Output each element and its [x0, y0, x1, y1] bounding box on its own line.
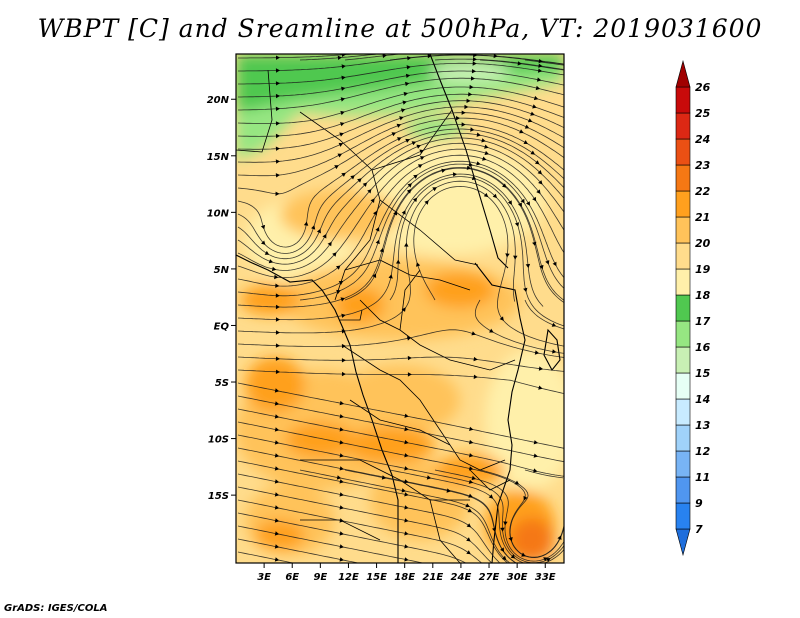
- lon-tick-label: 27E: [479, 572, 500, 583]
- colorbar-label: 26: [695, 81, 711, 94]
- colorbar-label: 24: [695, 133, 710, 146]
- colorbar-label: 7: [695, 523, 703, 536]
- colorbar-box: [675, 242, 691, 270]
- colorbar-label: 21: [695, 211, 710, 224]
- lon-tick-label: 6E: [285, 572, 299, 583]
- colorbar-label: 18: [695, 289, 711, 302]
- lon-tick-label: 15E: [366, 572, 387, 583]
- lon-tick-label: 21E: [422, 572, 443, 583]
- lat-tick-label: 5S: [215, 378, 229, 389]
- colorbar-label: 11: [695, 471, 710, 484]
- streamlines: [237, 54, 564, 563]
- colorbar-box: [675, 190, 691, 218]
- colorbar-label: 17: [695, 315, 711, 328]
- colorbar-box: [675, 164, 691, 192]
- colorbar-label: 19: [695, 263, 711, 276]
- colorbar-box: [675, 476, 691, 504]
- lon-tick-label: 30E: [507, 572, 528, 583]
- colorbar-label: 15: [695, 367, 711, 380]
- plot-frame: [235, 53, 565, 564]
- latitude-axis: 20N 15N 10N 5N EQ 5S 10S 15S: [207, 95, 236, 502]
- colorbar-box: [675, 294, 691, 322]
- map-title: WBPT [C] and Sreamline at 500hPa, VT: 20…: [37, 14, 763, 43]
- lat-tick-label: EQ: [214, 321, 230, 332]
- colorbar-box: [675, 424, 691, 452]
- colorbar-box: [675, 450, 691, 478]
- colorbar-box: [675, 372, 691, 400]
- colorbar-low-triangle: [675, 528, 691, 557]
- colorbar-box: [675, 502, 691, 530]
- colorbar: 7 9 11 12 13 14 15 16 17 18 19 20 21 22 23 24 25 26: [675, 59, 711, 557]
- lon-tick-label: 9E: [313, 572, 327, 583]
- colorbar-label: 22: [695, 185, 711, 198]
- colorbar-label: 9: [695, 497, 703, 510]
- lat-tick-label: 15N: [207, 152, 230, 163]
- grads-credit: GrADS: IGES/COLA: [4, 603, 108, 614]
- colorbar-label: 13: [695, 419, 711, 432]
- lat-tick-label: 10N: [207, 208, 230, 219]
- lat-tick-label: 10S: [208, 435, 229, 446]
- colorbar-label: 14: [695, 393, 710, 406]
- lat-tick-label: 5N: [214, 265, 230, 276]
- lon-tick-label: 18E: [394, 572, 415, 583]
- colorbar-box: [675, 86, 691, 114]
- colorbar-label: 20: [695, 237, 711, 250]
- lon-tick-label: 33E: [535, 572, 556, 583]
- colorbar-box: [675, 216, 691, 244]
- lon-tick-label: 3E: [257, 572, 271, 583]
- lat-tick-label: 15S: [208, 491, 229, 502]
- longitude-axis: 3E 6E 9E 12E 15E 18E 21E 24E 27E 30E 33E: [257, 563, 556, 583]
- lon-tick-label: 12E: [338, 572, 359, 583]
- colorbar-label: 16: [695, 341, 711, 354]
- colorbar-box: [675, 138, 691, 166]
- coastline: [236, 54, 561, 563]
- colorbar-label: 23: [695, 159, 711, 172]
- country-borders: [236, 69, 516, 563]
- colorbar-label: 12: [695, 445, 711, 458]
- lon-tick-label: 24E: [451, 572, 472, 583]
- colorbar-box: [675, 112, 691, 140]
- colorbar-high-triangle: [675, 59, 691, 88]
- streamline-arrows: [260, 54, 562, 562]
- colorbar-box: [675, 268, 691, 296]
- colorbar-box: [675, 346, 691, 374]
- colorbar-label: 25: [695, 107, 711, 120]
- colorbar-box: [675, 320, 691, 348]
- colorbar-box: [675, 398, 691, 426]
- lat-tick-label: 20N: [207, 95, 230, 106]
